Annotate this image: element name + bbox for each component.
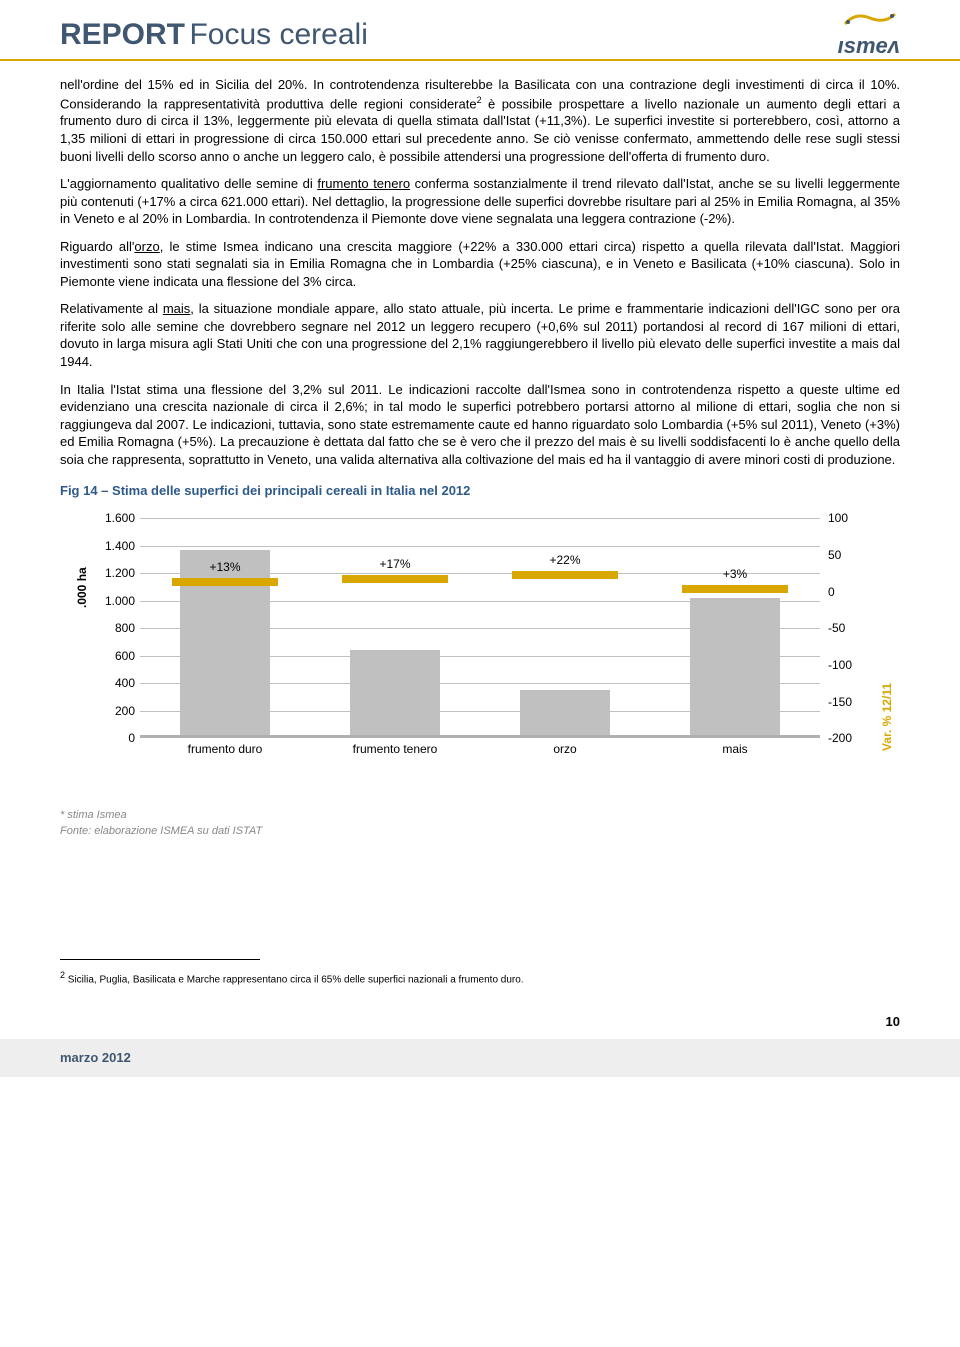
chart-data-label: +22% — [535, 553, 595, 567]
paragraph-1: nell'ordine del 15% ed in Sicilia del 20… — [60, 76, 900, 165]
logo-text: ısmeʌ — [838, 33, 900, 59]
chart-data-label: +17% — [365, 557, 425, 571]
page-number: 10 — [0, 1006, 960, 1029]
chart-data-label: +3% — [705, 567, 765, 581]
chart-bar — [690, 598, 780, 736]
y-right-tick: -200 — [828, 731, 868, 745]
y-left-tick: 1.600 — [95, 511, 135, 525]
y-right-tick: -50 — [828, 621, 868, 635]
page-header: REPORT Focus cereali ısmeʌ — [0, 0, 960, 61]
logo: ısmeʌ — [838, 10, 900, 59]
y-left-tick: 800 — [95, 621, 135, 635]
chart-data-label: +13% — [195, 560, 255, 574]
y-left-tick: 1.200 — [95, 566, 135, 580]
y-right-tick: -150 — [828, 695, 868, 709]
p2-underline: frumento tenero — [317, 176, 410, 191]
y-right-tick: 100 — [828, 511, 868, 525]
chart-marker — [342, 575, 448, 583]
report-word: REPORT — [60, 18, 185, 51]
content: nell'ordine del 15% ed in Sicilia del 20… — [0, 61, 960, 1006]
header-title: REPORT Focus cereali — [60, 18, 838, 52]
p3-text-a: Riguardo all' — [60, 239, 134, 254]
p4-underline: mais — [163, 301, 190, 316]
y-axis-right-label: Var. % 12/11 — [880, 683, 894, 751]
paragraph-3: Riguardo all'orzo, le stime Ismea indica… — [60, 238, 900, 291]
footnote-separator — [60, 959, 260, 960]
y-right-tick: 0 — [828, 585, 868, 599]
gridline — [140, 518, 820, 519]
y-left-tick: 1.000 — [95, 594, 135, 608]
y-right-tick: -100 — [828, 658, 868, 672]
x-axis-label: orzo — [495, 742, 635, 756]
chart-marker — [682, 585, 788, 593]
p3-underline: orzo — [134, 239, 159, 254]
footer-text: marzo 2012 — [60, 1050, 131, 1065]
chart-marker — [172, 578, 278, 586]
logo-icon — [840, 10, 900, 28]
focus-word: Focus cereali — [189, 18, 367, 51]
source-line-1: * stima Ismea — [60, 808, 900, 823]
y-right-tick: 50 — [828, 548, 868, 562]
paragraph-5: In Italia l'Istat stima una flessione de… — [60, 381, 900, 469]
paragraph-4: Relativamente al mais, la situazione mon… — [60, 300, 900, 370]
footnote: 2 Sicilia, Puglia, Basilicata e Marche r… — [60, 970, 900, 986]
y-left-tick: 600 — [95, 649, 135, 663]
figure-title: Fig 14 – Stima delle superfici dei princ… — [60, 483, 900, 498]
x-axis-label: frumento tenero — [325, 742, 465, 756]
chart-area: +13% +17% +22% +3% — [140, 518, 820, 738]
p2-text-a: L'aggiornamento qualitativo delle semine… — [60, 176, 317, 191]
source-line-2: Fonte: elaborazione ISMEA su dati ISTAT — [60, 824, 900, 839]
y-left-tick: 200 — [95, 704, 135, 718]
y-left-tick: 400 — [95, 676, 135, 690]
chart: .000 ha Var. % 12/11 +13%+17%+22%+3% 1.6… — [60, 508, 880, 788]
page: REPORT Focus cereali ısmeʌ nell'ordine d… — [0, 0, 960, 1077]
y-axis-left-label: .000 ha — [75, 568, 89, 609]
chart-source: * stima Ismea Fonte: elaborazione ISMEA … — [60, 808, 900, 839]
p3-text-b: , le stime Ismea indicano una crescita m… — [60, 239, 900, 289]
page-footer: marzo 2012 — [0, 1039, 960, 1077]
y-left-tick: 1.400 — [95, 539, 135, 553]
chart-bar — [520, 690, 610, 735]
chart-bar — [350, 650, 440, 735]
x-axis-label: frumento duro — [155, 742, 295, 756]
p4-text-a: Relativamente al — [60, 301, 163, 316]
gridline — [140, 546, 820, 547]
paragraph-2: L'aggiornamento qualitativo delle semine… — [60, 175, 900, 228]
footnote-body: Sicilia, Puglia, Basilicata e Marche rap… — [65, 974, 524, 985]
y-left-tick: 0 — [95, 731, 135, 745]
chart-marker — [512, 571, 618, 579]
x-axis-label: mais — [665, 742, 805, 756]
